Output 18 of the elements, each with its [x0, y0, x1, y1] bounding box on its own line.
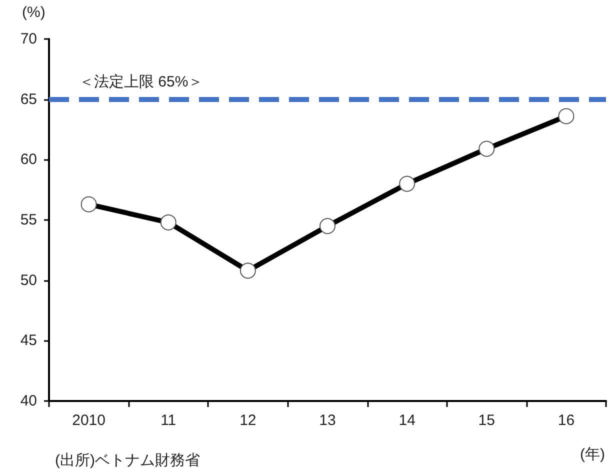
y-tick-label: 65: [20, 90, 37, 108]
y-tick-label: 60: [20, 151, 37, 168]
x-tick-label: 15: [478, 412, 495, 429]
x-tick-label: 16: [558, 412, 575, 429]
x-tick-label: 11: [160, 412, 176, 429]
x-tick-label: 13: [319, 412, 336, 429]
y-axis-title: (%): [22, 4, 46, 21]
text: (出所)ベトナム財務省: [55, 452, 200, 469]
y-tick-label: 55: [20, 212, 37, 228]
x-tick-label: 14: [398, 412, 416, 429]
ref-line-label: ＜法定上限 65%＞: [79, 73, 204, 90]
x-axis-title: (年): [580, 446, 606, 463]
y-tick-label: 50: [20, 272, 37, 289]
x-tick-label: 12: [240, 412, 256, 429]
x-tick-label: 2010: [72, 412, 106, 429]
y-tick-label: 45: [20, 332, 37, 350]
y-tick-label: 70: [20, 30, 37, 48]
y-tick-label: 40: [20, 392, 37, 410]
